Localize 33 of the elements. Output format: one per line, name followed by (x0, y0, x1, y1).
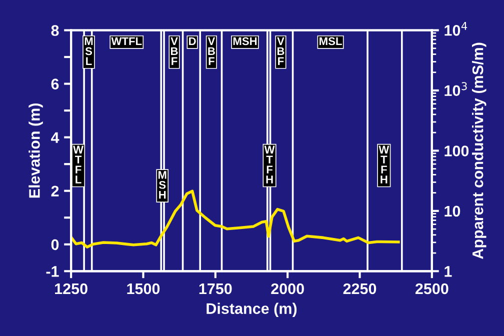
annotation: W T F L (73, 146, 84, 184)
y-tick-label: -1 (46, 266, 59, 277)
y-tick-label: 4 (50, 132, 60, 143)
annotation: V B F (208, 37, 216, 65)
annotation: MSH (233, 37, 257, 46)
y2-tick-label: 10$^{4}$ (444, 22, 468, 36)
annotation: MSL (320, 37, 342, 46)
annotation: W T F H (264, 146, 275, 184)
annotation: M S H (158, 171, 166, 199)
annotation: M S L (84, 37, 93, 65)
annotation: V B F (277, 37, 284, 65)
annotation: WTFL (111, 37, 142, 46)
y2-tick-label: 10$^{3}$ (444, 82, 467, 96)
y-axis-title: Elevation (m) (28, 103, 43, 198)
x-axis-title: Distance (m) (206, 302, 297, 317)
annotation: V B F (170, 37, 178, 65)
x-tick-label: 1250 (55, 283, 88, 294)
x-tick-label: 2500 (415, 283, 448, 294)
x-tick-label: 2250 (343, 283, 376, 294)
y2-axis-title: Apparent conductivity (mS/m) (472, 42, 486, 259)
x-tick-label: 1750 (199, 283, 232, 294)
x-tick-label: 1500 (127, 283, 160, 294)
y2-tick-label: 1 (444, 266, 452, 277)
annotation: D (189, 37, 196, 46)
y-tick-label: 0 (51, 239, 59, 250)
y2-tick-label: 100 (444, 146, 469, 156)
x-tick-label: 2000 (271, 283, 304, 294)
y-tick-label: 6 (51, 78, 59, 90)
y2-tick-label: 10 (444, 206, 460, 217)
y-tick-label: 2 (51, 186, 59, 196)
y-tick-label: 8 (51, 25, 59, 36)
annotation: W T F H (378, 146, 390, 184)
line-series (71, 190, 400, 248)
